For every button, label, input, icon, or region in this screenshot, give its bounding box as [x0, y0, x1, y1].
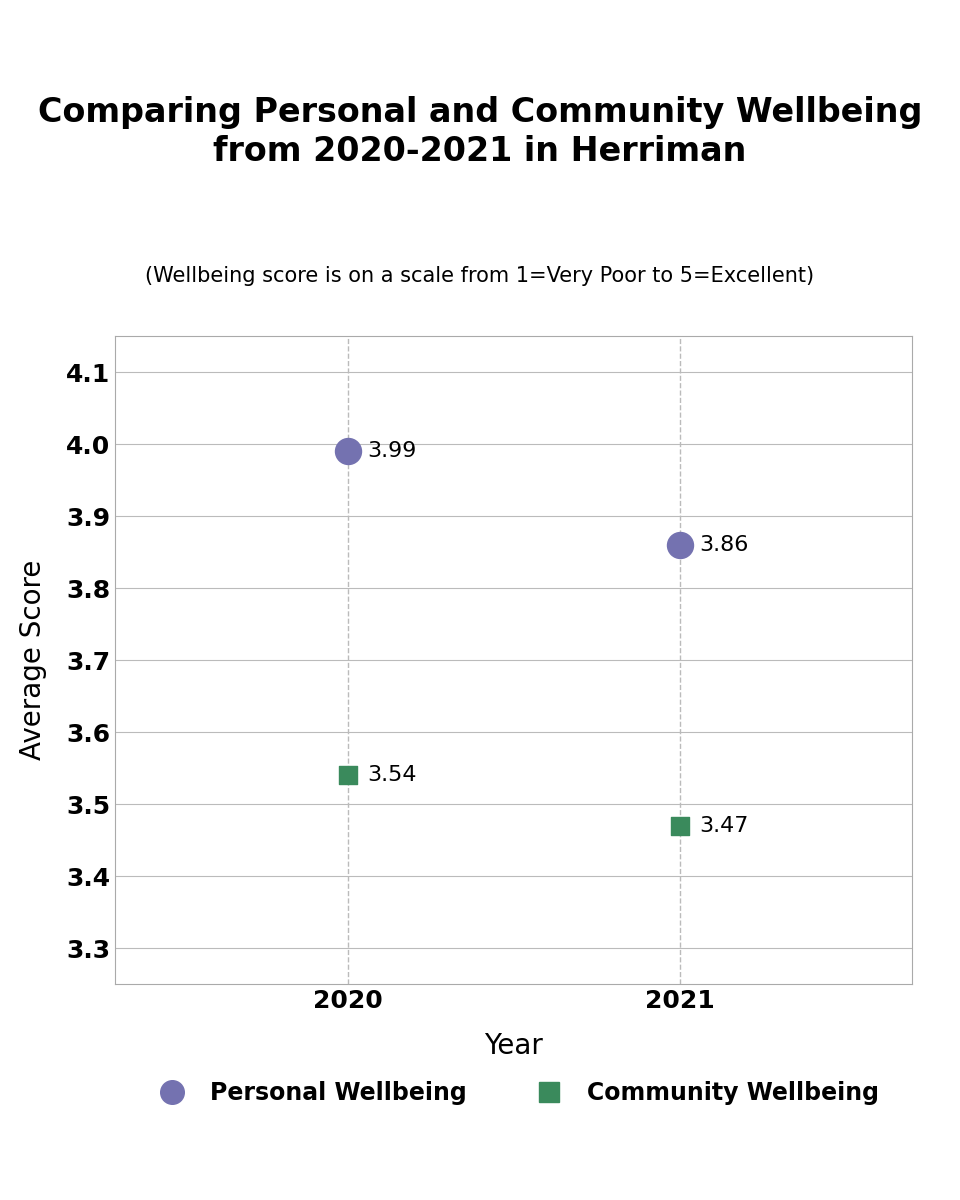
Legend: Personal Wellbeing, Community Wellbeing: Personal Wellbeing, Community Wellbeing [139, 1072, 888, 1115]
Text: (Wellbeing score is on a scale from 1=Very Poor to 5=Excellent): (Wellbeing score is on a scale from 1=Ve… [145, 266, 815, 286]
Point [672, 535, 687, 554]
Text: 3.47: 3.47 [700, 816, 749, 835]
Text: Comparing Personal and Community Wellbeing
from 2020-2021 in Herriman: Comparing Personal and Community Wellbei… [37, 96, 923, 168]
Text: 3.86: 3.86 [700, 535, 749, 554]
Text: 3.99: 3.99 [368, 442, 417, 461]
Point [340, 766, 355, 785]
Point [340, 442, 355, 461]
X-axis label: Year: Year [484, 1032, 543, 1061]
Text: 3.54: 3.54 [368, 766, 417, 785]
Point [672, 816, 687, 835]
Y-axis label: Average Score: Average Score [18, 560, 47, 760]
